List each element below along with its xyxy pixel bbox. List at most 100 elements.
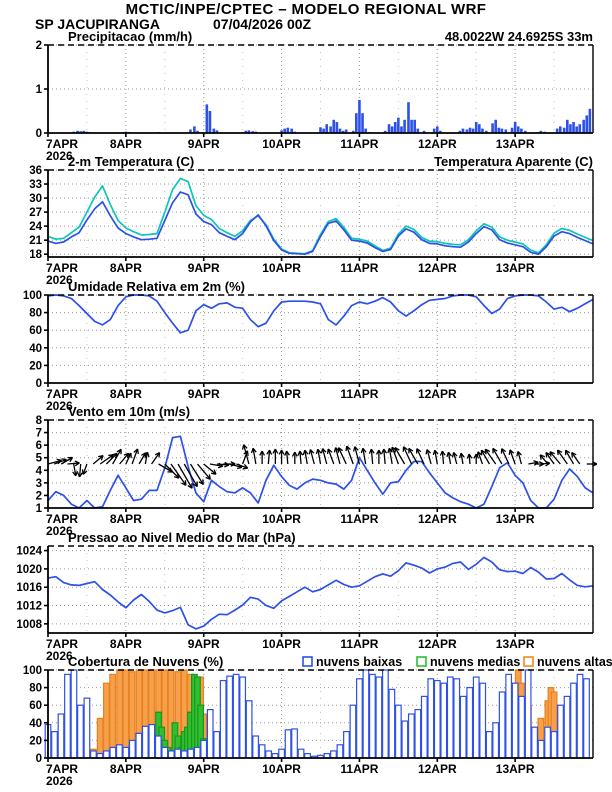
- cloud-bar: [83, 697, 91, 759]
- precip-bar: [478, 124, 481, 133]
- wind-arrow-head: [345, 446, 348, 452]
- wind-arrow-shaft: [229, 463, 243, 468]
- precip-bar: [383, 130, 387, 133]
- cloud-bar: [401, 720, 409, 759]
- wind-arrow-head: [446, 451, 450, 458]
- wind-arrow-head: [370, 448, 375, 454]
- wind-arrow-head: [208, 474, 211, 480]
- precip-bar: [82, 130, 86, 133]
- y-tick-label: 100: [23, 290, 42, 302]
- x-tick-label: 7APR: [46, 762, 78, 776]
- wind-arrow-head: [81, 469, 84, 475]
- precip-bar: [491, 123, 494, 133]
- wind-arrow-shaft: [92, 455, 104, 465]
- wind-arrow-head: [184, 480, 187, 486]
- precip-bar: [358, 100, 361, 133]
- wind-arrow-shaft: [209, 463, 223, 467]
- wind-arrow-shaft: [252, 448, 257, 465]
- wind-arrow-shaft: [545, 452, 555, 465]
- wind-arrow-head: [333, 447, 337, 453]
- wind-arrow-head: [146, 451, 150, 458]
- precip-bar: [520, 128, 523, 133]
- cloud-bar: [524, 669, 532, 759]
- precip-bar: [468, 127, 472, 133]
- wind-arrow-head: [241, 444, 245, 450]
- wind-arrow-head: [481, 449, 487, 454]
- cloud-bar: [245, 700, 253, 759]
- cloud-bar: [459, 695, 467, 759]
- cloud-bar: [193, 746, 201, 759]
- x-tick-label: 8APR: [110, 762, 142, 776]
- cloud-bar: [407, 713, 415, 759]
- wind-arrow-head: [77, 472, 81, 478]
- wind-arrow-shaft: [517, 451, 522, 465]
- y-tick-label: 100: [23, 665, 42, 677]
- precip-bar: [247, 130, 251, 133]
- wind-arrow-shaft: [549, 451, 561, 465]
- wind-arrow-shaft: [78, 463, 82, 478]
- y-tick-label: 60: [29, 325, 42, 337]
- y-tick-label: 20: [29, 360, 42, 372]
- precip-bar: [329, 126, 332, 133]
- precip-bar: [390, 126, 394, 133]
- wind-arrow-head: [112, 452, 118, 456]
- wind-arrow-shaft: [434, 450, 438, 465]
- precip-bar: [582, 119, 585, 133]
- cloud-bar: [343, 730, 350, 759]
- wind-arrow-head: [250, 448, 254, 454]
- panel-series: [72, 100, 592, 133]
- wind-arrow-head: [230, 461, 236, 465]
- wind-arrow-head: [354, 446, 359, 451]
- x-axis-year-label: 2026: [46, 649, 73, 663]
- wind-arrow-head: [266, 449, 271, 455]
- wind-arrow-head: [545, 451, 551, 456]
- wind-arrow-shaft: [151, 452, 161, 465]
- wind-arrow-shaft: [468, 453, 471, 465]
- wind-arrow-head: [556, 449, 559, 456]
- cloud-bar: [109, 746, 117, 759]
- precip-bar: [465, 129, 469, 133]
- x-tick-label: 12APR: [418, 637, 457, 651]
- x-tick-label: 11APR: [340, 762, 378, 776]
- wind-arrow-shaft: [334, 447, 341, 465]
- wind-arrow-head: [242, 467, 248, 470]
- precip-bar: [585, 115, 589, 133]
- x-tick-label: 9APR: [188, 512, 220, 526]
- wind-arrow-shaft: [203, 463, 217, 475]
- precip-bar: [471, 128, 475, 133]
- y-tick-label: 40: [29, 343, 42, 355]
- y-tick-label: 36: [29, 165, 42, 177]
- wind-arrow-head: [136, 448, 139, 455]
- wind-arrow-head: [516, 451, 519, 457]
- wind-arrow-head: [571, 452, 573, 458]
- x-tick-label: 12APR: [418, 137, 457, 151]
- panel-title-precipitation: Precipitacao (mm/h): [68, 29, 192, 44]
- wind-arrow-head: [549, 451, 552, 457]
- wind-arrow-head: [368, 448, 372, 454]
- wind-arrow-shaft: [138, 452, 147, 465]
- precip-bar: [413, 119, 417, 133]
- precip-bar: [335, 122, 339, 133]
- wind-arrow-head: [268, 449, 273, 455]
- cloud-bar: [109, 673, 117, 759]
- wind-arrow-shaft: [236, 463, 248, 469]
- precip-bar: [578, 124, 582, 133]
- precip-bar: [280, 130, 283, 133]
- y-tick-label: 18: [29, 249, 42, 261]
- wind-arrow-head: [243, 444, 248, 449]
- wind-arrow-head: [394, 446, 400, 451]
- cloud-bar: [90, 750, 97, 759]
- wind-arrow-head: [466, 453, 470, 459]
- precip-bar: [322, 128, 325, 133]
- wind-arrow-head: [322, 448, 327, 453]
- panel-series: [47, 177, 594, 256]
- wind-arrow-head: [61, 458, 67, 461]
- cloud-bar: [265, 750, 272, 759]
- wind-arrow-shaft: [327, 448, 335, 465]
- wind-arrow-head: [403, 446, 408, 451]
- wind-arrow-head: [408, 447, 414, 452]
- cloud-bar: [219, 679, 227, 759]
- y-tick-label: 0: [36, 128, 42, 140]
